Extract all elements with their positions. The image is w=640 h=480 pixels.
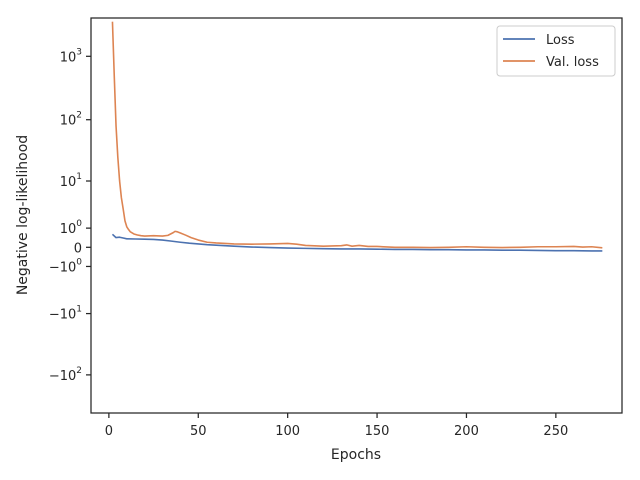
x-tick-label: 100 bbox=[275, 424, 300, 439]
series-line-val-loss bbox=[111, 21, 603, 249]
x-tick-label: 50 bbox=[190, 424, 207, 439]
y-tick-label: −100 bbox=[49, 257, 82, 275]
x-tick-label: 0 bbox=[105, 424, 113, 439]
x-axis-label: Epochs bbox=[331, 447, 381, 463]
series-layer bbox=[111, 21, 603, 252]
plot-frame bbox=[90, 17, 623, 414]
series-line-loss bbox=[111, 233, 603, 252]
plot-area bbox=[91, 18, 622, 413]
y-tick-label: 102 bbox=[60, 111, 82, 129]
y-tick-label: −102 bbox=[49, 366, 82, 384]
y-tick-label: −101 bbox=[49, 305, 82, 323]
x-tick-label: 250 bbox=[543, 424, 568, 439]
legend-label-val-loss: Val. loss bbox=[546, 55, 599, 70]
y-ticks: 103 102 101 100 0−100 −101 −102 bbox=[49, 47, 91, 384]
y-axis-label: Negative log-likelihood bbox=[15, 135, 31, 295]
x-ticks: 0 50 100 150 200 250 bbox=[105, 413, 568, 439]
y-tick-label: 103 bbox=[60, 47, 82, 65]
legend-label-loss: Loss bbox=[546, 33, 575, 48]
y-tick-label: 0 bbox=[74, 241, 82, 256]
x-tick-label: 200 bbox=[454, 424, 479, 439]
y-tick-label: 100 bbox=[60, 219, 83, 237]
x-tick-label: 150 bbox=[365, 424, 390, 439]
y-tick-label: 101 bbox=[60, 172, 82, 190]
legend: Loss Val. loss bbox=[496, 25, 616, 77]
